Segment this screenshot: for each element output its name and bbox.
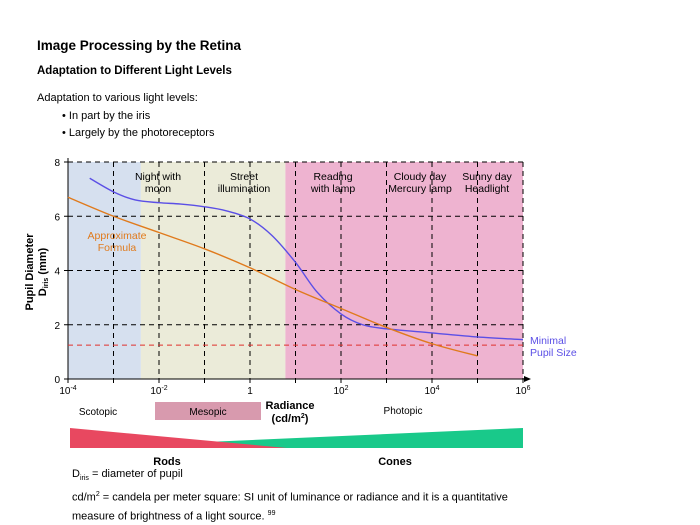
footer-line-candela: cd/m2 = candela per meter square: SI uni… [72,491,508,504]
mesopic-box [155,402,261,420]
bullet-item: In part by the iris [62,108,214,125]
scotopic-label: Scotopic [79,407,117,418]
annotation-sunny: Headlight [465,183,509,195]
chart-series [67,177,524,357]
intro-text: Adaptation to various light levels: [37,92,198,104]
series-formula-line [67,196,478,357]
annotation-reading: with lamp [310,183,356,195]
x-axis-arrow [524,376,531,382]
annotation-street: Street [230,171,258,183]
x-tick-label: 10-2 [150,385,167,397]
x-tick-label: 10-4 [59,385,76,397]
footer-line-measure: measure of brightness of a light source.… [72,509,276,523]
x-axis-label: Radiance [266,400,315,412]
y-tick-label: 8 [54,158,60,169]
y-axis-sublabel: Diris (mm) [37,247,50,296]
chart-axes: 0 2 4 6 8 10-4 10-2 1 102 104 106 [54,158,531,397]
x-tick-label: 104 [424,385,439,397]
footer-notes: Diris = diameter of pupil cd/m2 = candel… [72,466,632,525]
x-axis-unit: (cd/m2) [272,413,309,425]
y-tick-label: 6 [54,212,60,223]
rods-wedge [70,428,287,448]
annotation-reading: Reading [313,171,352,183]
series-pupil-line [89,177,524,341]
footer-line-diameter: Diris = diameter of pupil [72,468,183,483]
annotation-night: Night with [135,171,181,183]
mesopic-label: Mesopic [189,407,226,418]
cones-label: Cones [378,456,412,468]
annotation-formula: Approximate [88,230,147,242]
y-tick-label: 0 [54,375,60,386]
annotation-minimal: Minimal [530,335,566,347]
annotation-cloudy: Cloudy day [394,171,447,183]
x-tick-label: 106 [515,385,530,397]
x-tick-label: 1 [247,386,253,397]
annotation-street: illumination [218,183,271,195]
page-subtitle: Adaptation to Different Light Levels [37,65,232,77]
annotation-cloudy: Mercury lamp [388,183,452,195]
y-tick-label: 2 [54,321,60,332]
x-tick-label: 102 [333,385,348,397]
annotation-formula: Formula [98,242,137,254]
rods-label: Rods [153,456,181,468]
y-axis-label: Pupil Diameter [24,233,36,311]
annotation-sunny: Sunny day [462,171,512,183]
y-tick-label: 4 [54,267,60,278]
chart-grid [68,161,524,379]
bullet-item: Largely by the photoreceptors [62,125,215,142]
annotation-night: moon [145,183,171,195]
page-title: Image Processing by the Retina [37,38,242,53]
photopic-label: Photopic [384,406,423,417]
annotation-minimal: Pupil Size [530,347,577,359]
bullet-list: In part by the iris Largely by the photo… [62,108,215,142]
